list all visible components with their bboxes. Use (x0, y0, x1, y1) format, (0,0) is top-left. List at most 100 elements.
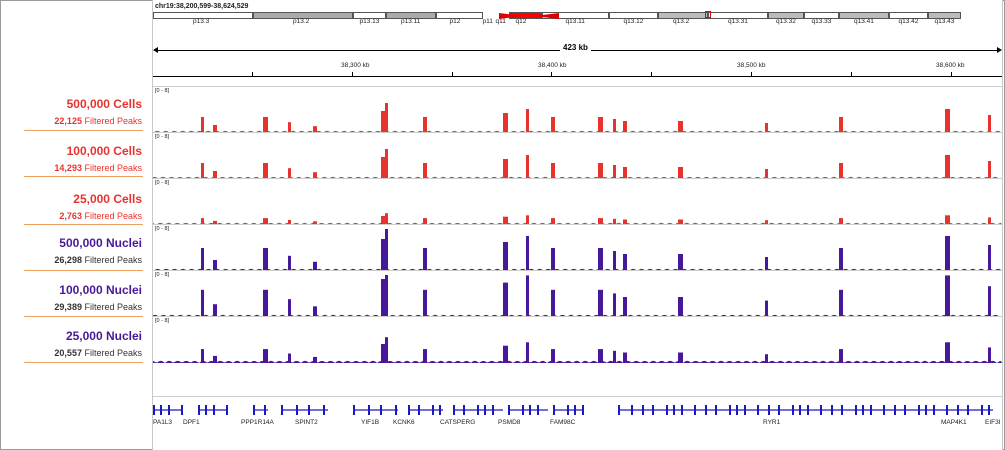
signal-plot[interactable] (153, 271, 1002, 317)
chromosome-ideogram[interactable] (153, 12, 1002, 21)
separator (24, 316, 143, 317)
gene-exon (933, 405, 935, 415)
ideogram-band-label: p13.13 (359, 18, 380, 25)
ideogram-band[interactable] (436, 12, 483, 19)
signal-track[interactable]: [0 - 8] (153, 86, 1002, 133)
ideogram-band[interactable] (609, 12, 658, 19)
track-label-3: 500,000 Nuclei 26,298 Filtered Peaks (54, 236, 142, 266)
gene-label[interactable]: SPINT2 (295, 419, 318, 426)
peak-bar (623, 352, 627, 363)
gene-exon (308, 405, 310, 415)
data-range-label[interactable]: [0 - 8] (155, 88, 170, 94)
ideogram-band[interactable] (353, 12, 386, 19)
gene-label[interactable]: PPP1R14A (241, 419, 274, 426)
gene-label[interactable]: YIF1B (361, 419, 380, 426)
peak-count: 26,298 (54, 255, 82, 265)
gene-exon (418, 405, 420, 415)
gene-exon (642, 405, 644, 415)
peak-bar (551, 218, 555, 225)
gene-exon (729, 405, 731, 415)
peak-count: 20,557 (54, 348, 82, 358)
peak-bar (623, 121, 627, 133)
ideogram-band[interactable] (253, 12, 353, 19)
track-label-1: 100,000 Cells 14,293 Filtered Peaks (54, 144, 142, 174)
peak-bar (423, 117, 427, 133)
peak-suffix: Filtered Peaks (84, 211, 142, 221)
peak-bar (678, 254, 683, 271)
signal-track[interactable]: [0 - 8] (153, 270, 1002, 317)
baseline-signal (153, 360, 1002, 363)
peak-bar (503, 113, 508, 133)
peak-bar (988, 347, 991, 363)
signal-track[interactable]: [0 - 8] (153, 224, 1002, 271)
track-title: 25,000 Cells (73, 192, 142, 206)
peak-bar (623, 297, 627, 317)
peak-suffix: Filtered Peaks (84, 163, 142, 173)
gene-exon (181, 405, 183, 415)
gene-label[interactable]: CATSPERG (440, 419, 476, 426)
gene-exon (253, 405, 255, 415)
separator (24, 270, 143, 271)
data-range-label[interactable]: [0 - 8] (155, 272, 170, 278)
peak-bar (526, 109, 529, 133)
ideogram-band[interactable] (386, 12, 436, 19)
signal-plot[interactable] (153, 87, 1002, 133)
peak-bar (613, 119, 616, 133)
signal-track[interactable]: [0 - 8] (153, 178, 1002, 225)
gene-exon (463, 405, 465, 415)
gene-label[interactable]: KCNK6 (393, 419, 415, 426)
ideogram-band[interactable] (153, 12, 253, 19)
current-view-marker[interactable] (705, 11, 711, 18)
gene-model-svg[interactable] (153, 401, 1002, 421)
gene-exon (715, 405, 717, 415)
ideogram-band[interactable] (928, 12, 961, 19)
gene-exon (855, 405, 857, 415)
peak-bar (385, 103, 388, 133)
ideogram-band[interactable] (708, 12, 768, 19)
gene-label[interactable]: FAM98C (550, 419, 576, 426)
peak-bar (613, 218, 616, 225)
data-range-label[interactable]: [0 - 8] (155, 226, 170, 232)
signal-plot[interactable] (153, 179, 1002, 225)
data-range-label[interactable]: [0 - 8] (155, 134, 170, 140)
ideogram-band[interactable] (658, 12, 708, 19)
gene-label[interactable]: PSMD8 (498, 419, 521, 426)
data-range-label[interactable]: [0 - 8] (155, 180, 170, 186)
track-title: 500,000 Cells (66, 97, 142, 111)
genome-browser-panel[interactable]: chr19:38,200,599-38,624,529 p13.3 p13.2 p1… (152, 0, 1003, 450)
gene-exon (323, 405, 325, 415)
gene-label[interactable]: MAP4K1 (941, 419, 967, 426)
signal-plot[interactable] (153, 317, 1002, 363)
track-title: 25,000 Nuclei (65, 329, 142, 343)
ideogram-band[interactable] (804, 12, 839, 19)
peak-count: 29,389 (54, 302, 82, 312)
gene-exon (395, 405, 397, 415)
peak-bar (213, 171, 217, 179)
gene-track[interactable]: PA1L3 DPF1 PPP1R14A SPINT2 YIF1B KCNK6 CATSPER… (153, 396, 1002, 437)
peak-bar (765, 169, 768, 179)
separator (24, 176, 143, 177)
locus-text[interactable]: chr19:38,200,599-38,624,529 (155, 3, 249, 10)
signal-track[interactable]: [0 - 8] (153, 132, 1002, 179)
peak-bar (551, 117, 555, 133)
gene-label[interactable]: DPF1 (183, 419, 200, 426)
ideogram-band[interactable] (768, 12, 804, 19)
gene-label[interactable]: PA1L3 (153, 419, 173, 426)
gene-exon (792, 405, 794, 415)
gene-exon (925, 405, 927, 415)
gene-label[interactable]: RYR1 (763, 419, 781, 426)
ideogram-band[interactable] (889, 12, 928, 19)
gene-exon (574, 405, 576, 415)
data-range-label[interactable]: [0 - 8] (155, 318, 170, 324)
peak-bar (263, 289, 268, 317)
peak-bar (988, 115, 991, 133)
signal-track[interactable]: [0 - 8] (153, 316, 1002, 363)
ideogram-band[interactable] (839, 12, 889, 19)
signal-plot[interactable] (153, 225, 1002, 271)
peak-bar (551, 349, 555, 363)
peak-bar (423, 289, 427, 317)
peak-bar (988, 245, 991, 271)
peak-bar (598, 248, 603, 271)
gene-label[interactable]: EIF3I (985, 419, 1001, 426)
signal-plot[interactable] (153, 133, 1002, 179)
